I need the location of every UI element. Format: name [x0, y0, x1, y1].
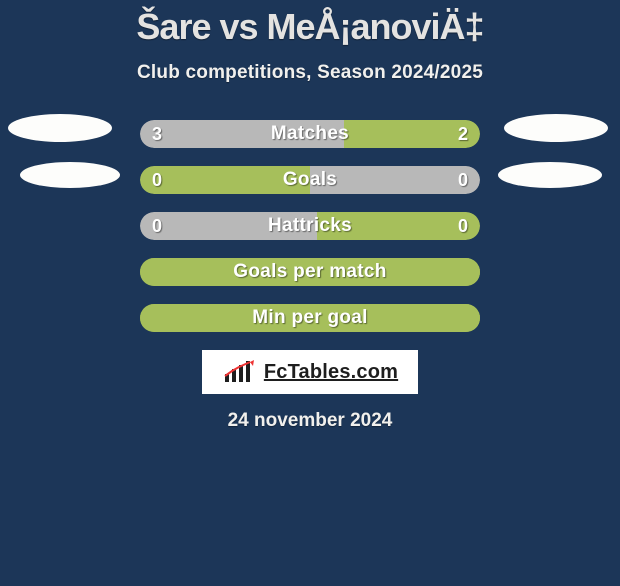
stat-row: Matches3 2: [140, 120, 480, 148]
player-left-avatar-2: [20, 162, 120, 188]
player-left-avatar-1: [8, 114, 112, 142]
stat-row: Min per goal: [140, 304, 480, 332]
stat-rows-container: Matches32Goals00Hattricks00Goals per mat…: [0, 120, 620, 332]
season-subtitle: Club competitions, Season 2024/2025: [0, 62, 620, 84]
stat-value-right: 0: [458, 166, 468, 194]
stat-label: Goals per match: [140, 258, 480, 286]
player-right-avatar-2: [498, 162, 602, 188]
footer-date: 24 november 2024: [0, 410, 620, 432]
stat-value-left: 0: [152, 166, 162, 194]
brand-text: FcTables.com: [264, 361, 398, 384]
stat-value-left: 3: [152, 120, 162, 148]
stat-label: Hattricks: [140, 212, 480, 240]
player-right-avatar-1: [504, 114, 608, 142]
stat-value-right: 2: [458, 120, 468, 148]
stat-label: Matches: [140, 120, 480, 148]
stat-row: Hattricks0 0: [140, 212, 480, 240]
fctables-badge[interactable]: FcTables.com: [202, 350, 418, 394]
stat-value-left: 0: [152, 212, 162, 240]
stat-row: Goals0 0: [140, 166, 480, 194]
page-title: Šare vs MeÅ¡anoviÄ‡: [0, 6, 620, 48]
stat-value-right: 0: [458, 212, 468, 240]
stat-row: Goals per match: [140, 258, 480, 286]
stat-label: Goals: [140, 166, 480, 194]
stat-label: Min per goal: [140, 304, 480, 332]
chart-icon: [222, 360, 256, 384]
